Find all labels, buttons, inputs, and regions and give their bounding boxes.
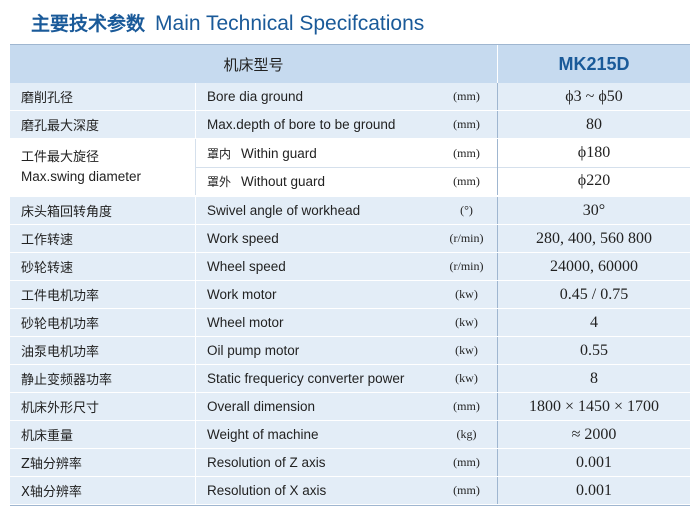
row-value: 0.001 <box>576 453 612 471</box>
row-label-cn: 磨削孔径 <box>10 83 196 110</box>
row-unit: (kw) <box>436 365 498 392</box>
row-label-en: Swivel angle of workhead <box>207 203 361 218</box>
row-label-en: Bore dia ground <box>207 89 304 104</box>
row-label-cn: 床头箱回转角度 <box>10 197 196 224</box>
row-label-en: Weight of machine <box>207 427 319 442</box>
swing-label-en: Max.swing diameter <box>21 169 142 184</box>
swing-diameter-group: 工件最大旋径 Max.swing diameter 罩内 Within guar… <box>10 139 690 195</box>
table-row: 工作转速 Work speed (r/min) 280, 400, 560 80… <box>10 225 690 252</box>
row-value: 280, 400, 560 800 <box>536 229 652 247</box>
without-guard-en: Without guard <box>241 173 326 189</box>
table-row: 机床外形尺寸 Overall dimension (mm) 1800 × 145… <box>10 393 690 420</box>
within-guard-cn: 罩内 <box>207 146 232 161</box>
row-unit: (mm) <box>436 83 498 110</box>
table-row: 机床重量 Weight of machine (kg) ≈ 2000 <box>10 421 690 448</box>
model-label: 机床型号 <box>10 45 498 83</box>
row-unit: (kw) <box>436 309 498 336</box>
spec-table: 机床型号 MK215D 磨削孔径 Bore dia ground (mm) ϕ3… <box>10 44 690 506</box>
row-label-cn: 砂轮电机功率 <box>10 309 196 336</box>
row-value: 30° <box>582 201 606 219</box>
row-value: ϕ3 ~ ϕ50 <box>565 87 623 105</box>
row-label-en: Work motor <box>207 287 277 302</box>
table-header: 机床型号 MK215D <box>10 45 690 83</box>
table-row: 砂轮电机功率 Wheel motor (kw) 4 <box>10 309 690 336</box>
row-label-cn: 磨孔最大深度 <box>10 111 196 138</box>
row-label-en: Resolution of Z axis <box>207 455 326 470</box>
table-row: 静止变频器功率 Static frequericy converter powe… <box>10 365 690 392</box>
table-row: 磨孔最大深度 Max.depth of bore to be ground (m… <box>10 111 690 138</box>
row-label-en: Static frequericy converter power <box>207 371 405 386</box>
row-unit: (mm) <box>436 167 498 195</box>
row-unit: (mm) <box>436 449 498 476</box>
title-english: Main Technical Specifcations <box>155 12 425 35</box>
row-label-cn: 工作转速 <box>10 225 196 252</box>
row-value: 80 <box>586 115 602 133</box>
row-unit: (mm) <box>436 477 498 504</box>
without-guard-row: 罩外 Without guard (mm) ϕ220 <box>196 167 690 195</box>
row-label-en: Max.depth of bore to be ground <box>207 117 396 132</box>
table-row: 工件电机功率 Work motor (kw) 0.45 / 0.75 <box>10 281 690 308</box>
row-value: 24000, 60000 <box>550 257 638 275</box>
within-guard-row: 罩内 Within guard (mm) ϕ180 <box>196 139 690 168</box>
row-label-cn: 油泵电机功率 <box>10 337 196 364</box>
row-unit: (r/min) <box>436 225 498 252</box>
row-label-cn: Z轴分辨率 <box>10 449 196 476</box>
row-unit: (r/min) <box>436 253 498 280</box>
table-row: 床头箱回转角度 Swivel angle of workhead (°) 30° <box>10 197 690 224</box>
row-value: ≈ 2000 <box>571 425 617 443</box>
row-value: 1800 × 1450 × 1700 <box>528 397 660 415</box>
without-guard-label: 罩外 Without guard <box>196 167 436 195</box>
row-label-cn: X轴分辨率 <box>10 477 196 504</box>
table-row: 砂轮转速 Wheel speed (r/min) 24000, 60000 <box>10 253 690 280</box>
row-value: 0.55 <box>580 341 608 359</box>
row-label-cn: 机床重量 <box>10 421 196 448</box>
row-unit: (mm) <box>436 111 498 138</box>
row-value: ϕ180 <box>577 144 611 161</box>
row-unit: (mm) <box>436 393 498 420</box>
row-unit: (kw) <box>436 281 498 308</box>
row-label-en: Work speed <box>207 231 279 246</box>
row-label-cn: 机床外形尺寸 <box>10 393 196 420</box>
model-value: MK215D <box>558 53 630 74</box>
row-label-cn: 砂轮转速 <box>10 253 196 280</box>
row-unit: (mm) <box>436 139 498 167</box>
title-chinese: 主要技术参数 <box>31 13 146 35</box>
table-row: X轴分辨率 Resolution of X axis (mm) 0.001 <box>10 477 690 504</box>
row-unit: (kg) <box>436 421 498 448</box>
row-unit: (°) <box>436 197 498 224</box>
row-value: ϕ220 <box>577 172 611 189</box>
within-guard-label: 罩内 Within guard <box>196 139 436 167</box>
row-label-cn: 静止变频器功率 <box>10 365 196 392</box>
within-guard-en: Within guard <box>241 145 317 161</box>
row-value: 0.45 / 0.75 <box>559 285 629 303</box>
row-unit: (kw) <box>436 337 498 364</box>
row-label-en: Resolution of X axis <box>207 483 327 498</box>
table-row: Z轴分辨率 Resolution of Z axis (mm) 0.001 <box>10 449 690 476</box>
row-label-en: Overall dimension <box>207 399 316 414</box>
swing-label-cn: 工件最大旋径 <box>21 150 100 165</box>
row-label-en: Wheel motor <box>207 315 284 330</box>
table-row: 磨削孔径 Bore dia ground (mm) ϕ3 ~ ϕ50 <box>10 83 690 110</box>
row-value: 4 <box>590 313 598 331</box>
row-value: 0.001 <box>576 481 612 499</box>
page-title: 主要技术参数 Main Technical Specifcations <box>31 9 424 39</box>
swing-label: 工件最大旋径 Max.swing diameter <box>10 139 196 195</box>
row-value: 8 <box>590 369 598 387</box>
table-row: 油泵电机功率 Oil pump motor (kw) 0.55 <box>10 337 690 364</box>
row-label-en: Oil pump motor <box>207 343 300 358</box>
without-guard-cn: 罩外 <box>207 174 232 189</box>
row-label-en: Wheel speed <box>207 259 286 274</box>
row-label-cn: 工件电机功率 <box>10 281 196 308</box>
